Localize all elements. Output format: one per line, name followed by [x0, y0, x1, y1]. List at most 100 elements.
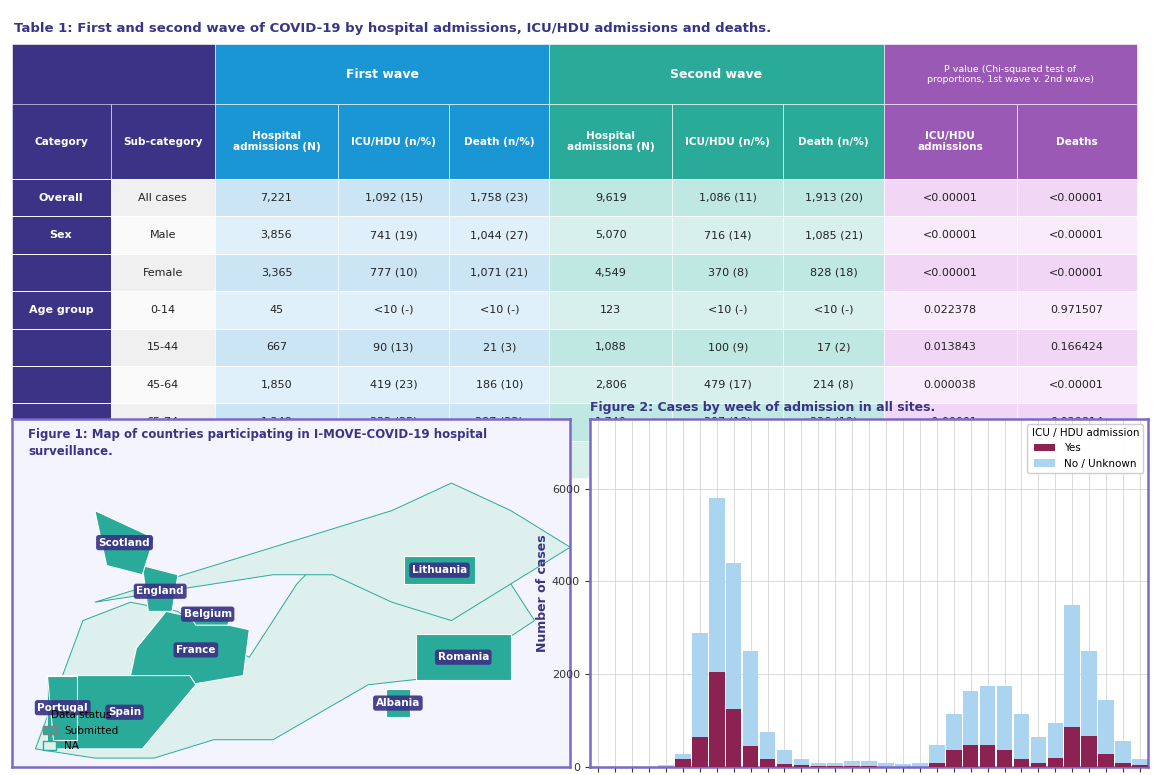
Text: 0.022378: 0.022378	[923, 305, 977, 315]
Text: 0.013843: 0.013843	[923, 343, 977, 352]
Text: P value (Chi-squared test of
proportions, 1st wave v. 2nd wave): P value (Chi-squared test of proportions…	[927, 64, 1094, 84]
Text: ICU/HDU
admissions: ICU/HDU admissions	[918, 131, 983, 153]
Polygon shape	[184, 607, 232, 625]
Bar	[449, 179, 550, 216]
Bar	[862, 766, 877, 767]
Bar	[1030, 736, 1046, 767]
Bar	[1099, 754, 1114, 767]
Bar	[550, 179, 672, 216]
Text: ICU/HDU (n/%): ICU/HDU (n/%)	[351, 136, 436, 146]
Text: 123: 123	[600, 305, 622, 315]
Text: 0.166424: 0.166424	[1050, 343, 1103, 352]
Bar	[1115, 763, 1131, 767]
Text: 1,913 (20): 1,913 (20)	[805, 193, 863, 203]
Text: Hospital
admissions (N): Hospital admissions (N)	[233, 131, 320, 153]
Bar	[793, 759, 810, 767]
Text: <0.00001: <0.00001	[922, 417, 978, 427]
Bar	[550, 329, 672, 366]
Bar	[742, 746, 759, 767]
Bar	[884, 216, 1016, 254]
Bar	[338, 254, 449, 291]
Bar	[1014, 714, 1029, 767]
Text: 1,850: 1,850	[261, 380, 292, 390]
Text: Second wave: Second wave	[670, 67, 762, 81]
Text: 100 (9): 100 (9)	[708, 343, 748, 352]
Text: Sex: Sex	[50, 230, 72, 240]
Bar	[672, 179, 783, 216]
Text: <10 (-): <10 (-)	[479, 305, 519, 315]
Text: 45: 45	[269, 305, 283, 315]
Text: Table 1: First and second wave of COVID-19 by hospital admissions, ICU/HDU admis: Table 1: First and second wave of COVID-…	[14, 22, 771, 35]
Text: 186 (10): 186 (10)	[476, 380, 523, 390]
Bar	[980, 686, 995, 767]
Bar	[215, 216, 338, 254]
Bar	[449, 291, 550, 329]
Bar	[12, 44, 215, 179]
Bar	[777, 763, 792, 767]
Bar	[760, 732, 775, 767]
Text: 3,862: 3,862	[595, 454, 626, 464]
Bar	[338, 291, 449, 329]
Text: 1,740: 1,740	[595, 417, 626, 427]
Bar	[878, 763, 894, 767]
Bar	[449, 366, 550, 403]
Bar	[12, 291, 110, 329]
Bar	[1047, 759, 1063, 767]
Bar	[12, 254, 110, 291]
Text: 1,254 (38): 1,254 (38)	[470, 454, 528, 464]
Polygon shape	[48, 676, 77, 740]
Bar	[550, 291, 672, 329]
Text: 7,221: 7,221	[261, 193, 292, 203]
Text: <0.00001: <0.00001	[1050, 454, 1104, 464]
Bar	[675, 759, 690, 767]
Bar	[672, 366, 783, 403]
Bar	[215, 179, 338, 216]
Text: 336 (19): 336 (19)	[810, 417, 857, 427]
Text: 5,070: 5,070	[595, 230, 626, 240]
Bar	[550, 440, 672, 478]
Bar	[884, 366, 1016, 403]
Bar	[783, 179, 884, 216]
Bar	[884, 329, 1016, 366]
Text: 0.104719: 0.104719	[923, 454, 977, 464]
Bar	[783, 403, 884, 440]
Text: 1,092 (15): 1,092 (15)	[364, 193, 422, 203]
Bar	[1016, 329, 1137, 366]
Text: Death (n/%): Death (n/%)	[798, 136, 869, 146]
Text: Figure 2: Cases by week of admission in all sites.: Figure 2: Cases by week of admission in …	[589, 401, 935, 414]
Text: <0.00001: <0.00001	[1050, 267, 1104, 277]
Text: All cases: All cases	[138, 193, 187, 203]
Bar	[884, 179, 1016, 216]
Bar	[783, 440, 884, 478]
Text: 0-14: 0-14	[151, 305, 175, 315]
Bar	[1132, 766, 1147, 767]
Text: 0.971507: 0.971507	[1050, 305, 1103, 315]
Bar	[550, 403, 672, 440]
Text: 1,758 (23): 1,758 (23)	[470, 193, 528, 203]
Bar	[12, 179, 110, 216]
Text: 667: 667	[266, 343, 287, 352]
Bar	[215, 254, 338, 291]
Bar	[783, 291, 884, 329]
Bar	[338, 179, 449, 216]
Text: 307 (18): 307 (18)	[704, 417, 752, 427]
Text: 1,343 (35): 1,343 (35)	[805, 454, 862, 464]
Bar	[760, 759, 775, 767]
Bar	[884, 44, 1137, 104]
Text: 419 (23): 419 (23)	[370, 380, 418, 390]
Text: ICU/HDU (n/%): ICU/HDU (n/%)	[686, 136, 770, 146]
Bar	[980, 745, 995, 767]
Text: Overall: Overall	[38, 193, 84, 203]
Polygon shape	[35, 529, 535, 758]
Bar	[844, 766, 860, 767]
Text: <0.00001: <0.00001	[1050, 380, 1104, 390]
Bar	[449, 329, 550, 366]
Text: 1,348: 1,348	[261, 417, 292, 427]
Bar	[110, 291, 215, 329]
Text: <0.00001: <0.00001	[922, 267, 978, 277]
Bar	[929, 763, 944, 767]
Text: Male: Male	[150, 230, 176, 240]
Polygon shape	[95, 483, 571, 621]
Bar	[783, 329, 884, 366]
Bar	[110, 366, 215, 403]
